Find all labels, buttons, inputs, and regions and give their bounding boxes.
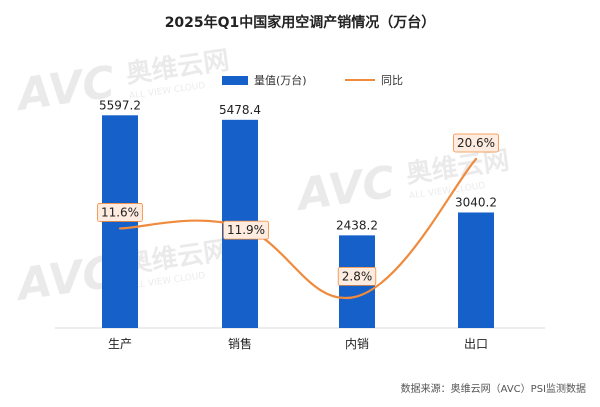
x-tick-label-3: 出口 [464,337,488,351]
watermark-cn: 奥维云网 [124,235,231,280]
legend-item-yoy: 同比 [345,72,403,88]
watermark-logo: AVC [291,157,398,221]
legend-swatch-line [345,79,375,81]
yoy-label-0: 11.6% [101,205,139,219]
x-tick-label-2: 内销 [345,337,369,351]
chart-title: 2025年Q1中国家用空调产销情况（万台） [164,15,436,31]
yoy-label-box-2 [337,266,377,286]
yoy-label-box-3 [453,133,499,153]
legend-label-yoy: 同比 [381,74,403,87]
yoy-line [118,157,478,300]
bar-label-1: 5478.4 [219,103,261,117]
bar-label-0: 5597.2 [99,98,141,112]
source-note: 数据来源：奥维云网（AVC）PSI监测数据 [400,384,586,395]
yoy-label-2: 2.8% [342,269,373,283]
legend-item-volume: 量值(万台) [222,72,307,88]
legend-label-volume: 量值(万台) [254,74,307,87]
bar-label-3: 3040.2 [455,195,497,209]
bar-label-2: 2438.2 [336,218,378,232]
yoy-label-1: 11.9% [227,223,265,237]
x-tick-label-0: 生产 [108,337,132,351]
yoy-label-box-0 [97,203,143,222]
watermark-cn: 奥维云网 [124,45,231,90]
yoy-label-3: 20.6% [457,136,495,150]
bar-3 [458,212,494,328]
yoy-label-box-1 [223,220,269,240]
legend-swatch-bar [222,75,248,85]
x-tick-label-1: 销售 [228,336,252,351]
